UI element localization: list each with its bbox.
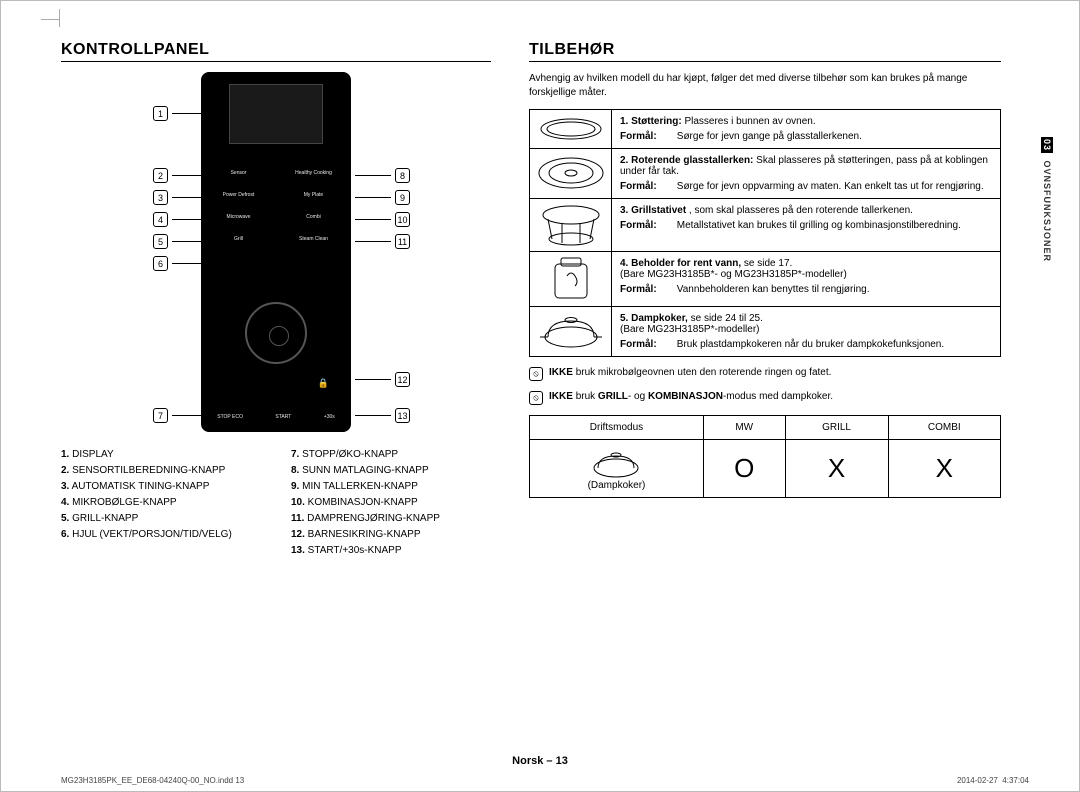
callout: 10 [347,212,410,227]
mode-cell: O [703,440,785,498]
accessory-icon [530,149,612,199]
control-panel-section: KONTROLLPANEL 1 2 3 4 5 6 7 8 9 10 11 12… [61,41,491,561]
tilbehor-heading: TILBEHØR [529,41,1001,62]
accessories-table: 1. Støttering: Plasseres i bunnen av ovn… [529,109,1001,357]
display-icon [229,84,323,144]
modes-header: GRILL [785,416,888,440]
legend-item: 9. MIN TALLERKEN-KNAPP [291,481,491,492]
warning-note: ⦸ IKKE bruk mikrobølgeovnen uten den rot… [529,367,1001,381]
crop-mark [59,9,60,27]
accessory-desc: 1. Støttering: Plasseres i bunnen av ovn… [612,110,1001,149]
caution-icon: ⦸ [529,367,543,381]
microwave-panel: SensorHealthy Cooking Power DefrostMy Pl… [201,72,351,432]
accessory-desc: 5. Dampkoker, se side 24 til 25.(Bare MG… [612,307,1001,357]
section-tab: 03 OVNSFUNKSJONER [1041,137,1053,262]
caution-icon: ⦸ [529,391,543,405]
accessory-row: 1. Støttering: Plasseres i bunnen av ovn… [530,110,1001,149]
accessory-desc: 2. Roterende glasstallerken: Skal plasse… [612,149,1001,199]
modes-table: Driftsmodus MW GRILL COMBI (Dampkoker) O… [529,415,1001,498]
callout: 13 [347,408,410,423]
steamer-icon [588,446,644,480]
accessory-icon [530,252,612,307]
legend-item: 4. MIKROBØLGE-KNAPP [61,497,261,508]
modes-header: Driftsmodus [530,416,704,440]
kontrollpanel-heading: KONTROLLPANEL [61,41,491,62]
legend-item: 5. GRILL-KNAPP [61,513,261,524]
modes-row-label: (Dampkoker) [530,440,704,498]
crop-mark [41,19,59,20]
dial-icon [245,302,307,364]
section-label: OVNSFUNKSJONER [1042,161,1052,263]
callout: 11 [347,234,410,249]
accessory-row: 4. Beholder for rent vann, se side 17.(B… [530,252,1001,307]
manual-page: 03 OVNSFUNKSJONER KONTROLLPANEL 1 2 3 4 … [0,0,1080,792]
control-legend: 1. DISPLAY 2. SENSORTILBEREDNING-KNAPP 3. … [61,449,491,561]
accessory-icon [530,307,612,357]
legend-item: 8. SUNN MATLAGING-KNAPP [291,465,491,476]
lock-icon: 🔒 [201,378,351,389]
callout: 8 [347,168,410,183]
accessory-icon [530,110,612,149]
imprint-file: MG23H3185PK_EE_DE68-04240Q-00_NO.indd 13 [61,776,244,785]
legend-item: 3. AUTOMATISK TINING-KNAPP [61,481,261,492]
accessory-row: 3. Grillstativet , som skal plasseres på… [530,199,1001,252]
legend-item: 10. KOMBINASJON-KNAPP [291,497,491,508]
page-footer: Norsk – 13 [1,755,1079,767]
control-panel-diagram: 1 2 3 4 5 6 7 8 9 10 11 12 13 SensorHeal… [61,72,491,437]
imprint-date: 2014-02-27 ‭‭ 4:37:04 [957,776,1029,785]
accessory-row: 5. Dampkoker, se side 24 til 25.(Bare MG… [530,307,1001,357]
accessories-section: TILBEHØR Avhengig av hvilken modell du h… [529,41,1001,561]
accessory-desc: 4. Beholder for rent vann, se side 17.(B… [612,252,1001,307]
modes-header: MW [703,416,785,440]
warning-note: ⦸ IKKE bruk GRILL- og KOMBINASJON-modus … [529,391,1001,405]
accessory-icon [530,199,612,252]
mode-cell: X [888,440,1001,498]
legend-item: 12. BARNESIKRING-KNAPP [291,529,491,540]
legend-item: 7. STOPP/ØKO-KNAPP [291,449,491,460]
callout: 12 [347,372,410,387]
accessory-row: 2. Roterende glasstallerken: Skal plasse… [530,149,1001,199]
section-number: 03 [1041,137,1053,153]
legend-item: 13. START/+30s-KNAPP [291,545,491,556]
accessory-desc: 3. Grillstativet , som skal plasseres på… [612,199,1001,252]
legend-item: 6. HJUL (VEKT/PORSJON/TID/VELG) [61,529,261,540]
modes-header: COMBI [888,416,1001,440]
legend-item: 1. DISPLAY [61,449,261,460]
legend-item: 11. DAMPRENGJØRING-KNAPP [291,513,491,524]
callout: 9 [347,190,410,205]
mode-cell: X [785,440,888,498]
accessories-intro: Avhengig av hvilken modell du har kjøpt,… [529,72,1001,99]
imprint: MG23H3185PK_EE_DE68-04240Q-00_NO.indd 13… [61,776,1029,785]
legend-item: 2. SENSORTILBEREDNING-KNAPP [61,465,261,476]
